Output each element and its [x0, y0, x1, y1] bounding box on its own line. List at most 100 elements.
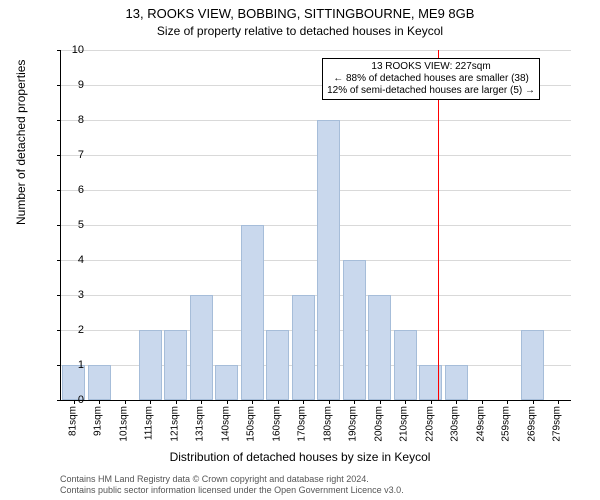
ytick-mark [57, 50, 61, 51]
ytick-mark [57, 260, 61, 261]
bar [445, 365, 468, 400]
xtick-mark [227, 400, 228, 404]
xtick-mark [125, 400, 126, 404]
bar [190, 295, 213, 400]
xtick-label: 279sqm [552, 406, 563, 442]
xtick-mark [74, 400, 75, 404]
xtick-label: 131sqm [195, 406, 206, 442]
gridline [61, 155, 571, 156]
ytick-label: 7 [78, 149, 84, 161]
xtick-label: 101sqm [118, 406, 129, 442]
gridline [61, 365, 571, 366]
xtick-mark [150, 400, 151, 404]
xtick-mark [456, 400, 457, 404]
xtick-label: 220sqm [424, 406, 435, 442]
footer: Contains HM Land Registry data © Crown c… [60, 474, 404, 496]
gridline [61, 330, 571, 331]
gridline [61, 225, 571, 226]
xtick-mark [533, 400, 534, 404]
xtick-mark [329, 400, 330, 404]
xtick-label: 160sqm [271, 406, 282, 442]
annotation-line1: 13 ROOKS VIEW: 227sqm [327, 61, 535, 73]
bar [88, 365, 111, 400]
xtick-mark [201, 400, 202, 404]
ytick-label: 2 [78, 324, 84, 336]
bar [266, 330, 289, 400]
chart-container: 13, ROOKS VIEW, BOBBING, SITTINGBOURNE, … [0, 0, 600, 500]
ytick-label: 5 [78, 219, 84, 231]
ytick-mark [57, 295, 61, 296]
bar [139, 330, 162, 400]
ytick-label: 0 [78, 394, 84, 406]
xtick-label: 121sqm [169, 406, 180, 442]
chart-title: 13, ROOKS VIEW, BOBBING, SITTINGBOURNE, … [0, 0, 600, 23]
ytick-mark [57, 155, 61, 156]
bar [164, 330, 187, 400]
bar [521, 330, 544, 400]
xtick-mark [303, 400, 304, 404]
ytick-label: 3 [78, 289, 84, 301]
ytick-label: 4 [78, 254, 84, 266]
xtick-label: 200sqm [373, 406, 384, 442]
y-axis-label: Number of detached properties [14, 60, 28, 225]
bar [292, 295, 315, 400]
xtick-label: 249sqm [475, 406, 486, 442]
footer-line1: Contains HM Land Registry data © Crown c… [60, 474, 404, 485]
ytick-label: 1 [78, 359, 84, 371]
xtick-mark [99, 400, 100, 404]
ytick-label: 6 [78, 184, 84, 196]
footer-line2: Contains public sector information licen… [60, 485, 404, 496]
chart-subtitle: Size of property relative to detached ho… [0, 24, 600, 38]
xtick-mark [507, 400, 508, 404]
xtick-label: 269sqm [526, 406, 537, 442]
bar [317, 120, 340, 400]
xtick-label: 111sqm [144, 406, 155, 440]
gridline [61, 50, 571, 51]
bar [368, 295, 391, 400]
xtick-mark [482, 400, 483, 404]
ytick-mark [57, 120, 61, 121]
xtick-mark [558, 400, 559, 404]
x-axis-label: Distribution of detached houses by size … [0, 450, 600, 464]
ytick-mark [57, 190, 61, 191]
gridline [61, 190, 571, 191]
bar [343, 260, 366, 400]
xtick-mark [278, 400, 279, 404]
ytick-mark [57, 225, 61, 226]
xtick-mark [431, 400, 432, 404]
plot [60, 50, 571, 401]
xtick-label: 140sqm [220, 406, 231, 442]
ytick-label: 8 [78, 114, 84, 126]
xtick-mark [176, 400, 177, 404]
bar [215, 365, 238, 400]
xtick-label: 190sqm [348, 406, 359, 442]
ytick-mark [57, 85, 61, 86]
xtick-mark [354, 400, 355, 404]
bar [241, 225, 264, 400]
annotation-line3: 12% of semi-detached houses are larger (… [327, 85, 535, 97]
annotation-box: 13 ROOKS VIEW: 227sqm ← 88% of detached … [322, 58, 540, 100]
xtick-mark [405, 400, 406, 404]
xtick-label: 259sqm [501, 406, 512, 442]
xtick-label: 150sqm [246, 406, 257, 442]
ytick-label: 10 [72, 44, 84, 56]
gridline [61, 260, 571, 261]
xtick-label: 180sqm [322, 406, 333, 442]
xtick-label: 230sqm [450, 406, 461, 442]
xtick-label: 170sqm [297, 406, 308, 442]
xtick-label: 210sqm [399, 406, 410, 442]
xtick-label: 91sqm [93, 406, 104, 436]
xtick-mark [252, 400, 253, 404]
xtick-mark [380, 400, 381, 404]
reference-line [438, 50, 439, 400]
chart-plot-area: 13 ROOKS VIEW: 227sqm ← 88% of detached … [60, 50, 570, 400]
bar [394, 330, 417, 400]
ytick-mark [57, 365, 61, 366]
ytick-mark [57, 400, 61, 401]
gridline [61, 120, 571, 121]
annotation-line2: ← 88% of detached houses are smaller (38… [327, 73, 535, 85]
ytick-label: 9 [78, 79, 84, 91]
xtick-label: 81sqm [67, 406, 78, 436]
gridline [61, 295, 571, 296]
ytick-mark [57, 330, 61, 331]
